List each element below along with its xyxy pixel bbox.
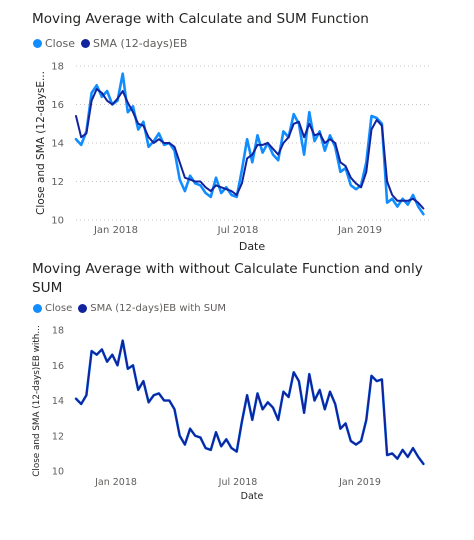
x-tick-label: Jul 2018	[218, 477, 258, 488]
legend-marker	[33, 39, 42, 48]
chart-plot: 18 16 14 12 10 Jan 2018 Jul 2018 Jan 2019 Date Cl…	[32, 325, 425, 502]
chart-legend: Close SMA (12-days)EB	[33, 37, 193, 50]
y-tick-label: 18	[51, 62, 64, 73]
series-line-sma[interactable]	[75, 339, 425, 465]
y-tick-label: 10	[51, 216, 64, 227]
legend-item[interactable]: SMA (12-days)EB with SUM	[78, 303, 226, 314]
y-axis-label: Close and SMA (12-days)EB with...	[32, 325, 42, 477]
y-tick-label: 12	[52, 431, 64, 442]
y-tick-label: 16	[52, 361, 64, 372]
legend-label: Close	[45, 303, 73, 314]
series-line-close[interactable]	[74, 72, 425, 216]
legend-item[interactable]: Close	[33, 37, 75, 50]
y-tick-label: 18	[52, 326, 64, 337]
x-axis-label: Date	[239, 240, 266, 253]
legend-label: SMA (12-days)EB	[92, 37, 188, 50]
x-tick-label: Jan 2018	[94, 477, 137, 488]
x-tick-label: Jan 2019	[337, 225, 382, 236]
x-axis-label: Date	[241, 491, 264, 502]
y-tick-label: 10	[52, 467, 64, 478]
legend-item[interactable]: SMA (12-days)EB	[80, 37, 188, 50]
x-tick-label: Jan 2018	[93, 225, 138, 236]
chart-plot: 18 16 14 12 10 Jan 2018 Jul 2018 Jan 2019 Date Cl…	[35, 62, 432, 253]
series-line-sma[interactable]	[75, 88, 425, 210]
legend-marker	[78, 304, 88, 313]
chart-title: Moving Average with Calculate and SUM Fu…	[32, 11, 369, 27]
y-axis-label: Close and SMA (12-daysE...	[35, 71, 47, 215]
legend-item[interactable]: Close	[33, 303, 72, 314]
x-tick-label: Jul 2018	[217, 225, 259, 236]
legend-marker	[80, 39, 90, 48]
y-tick-label: 14	[52, 396, 64, 407]
x-tick-label: Jan 2019	[338, 477, 381, 488]
y-tick-label: 12	[51, 177, 64, 188]
legend-marker	[33, 304, 42, 313]
chart-visual-2[interactable]: Moving Average with without Calculate Fu…	[0, 258, 474, 540]
y-tick-label: 14	[51, 139, 64, 150]
legend-label: Close	[45, 37, 75, 50]
chart-legend: Close SMA (12-days)EB with SUM	[33, 303, 232, 314]
legend-label: SMA (12-days)EB with SUM	[90, 303, 227, 314]
series-line-close[interactable]	[74, 339, 425, 466]
chart-visual-1[interactable]: Moving Average with Calculate and SUM Fu…	[0, 0, 474, 258]
y-tick-label: 16	[51, 100, 64, 111]
chart-title: Moving Average with without Calculate Fu…	[32, 261, 423, 296]
